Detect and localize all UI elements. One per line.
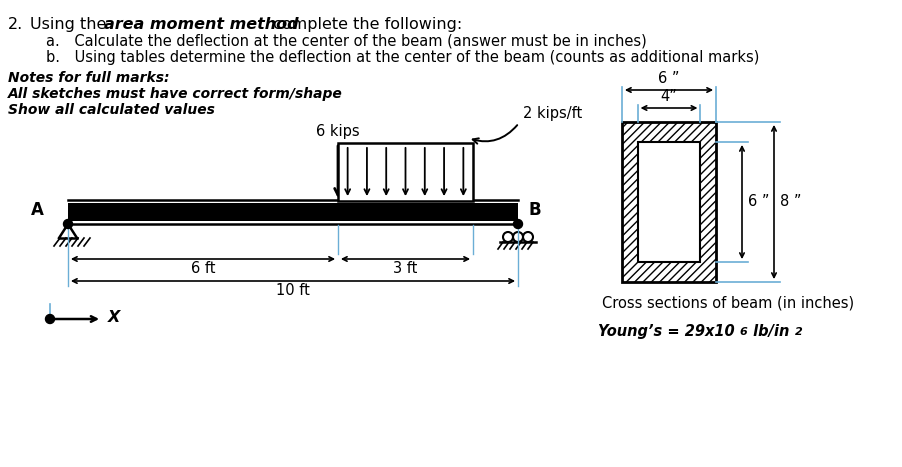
Bar <box>622 122 716 282</box>
Text: B: B <box>528 201 540 219</box>
Text: 10 ft: 10 ft <box>276 283 310 298</box>
Bar <box>68 203 518 221</box>
Text: 6 ”: 6 ” <box>658 71 680 86</box>
Text: 2: 2 <box>795 327 803 337</box>
Text: Using the: Using the <box>30 17 112 32</box>
Text: complete the following:: complete the following: <box>268 17 462 32</box>
Text: All sketches must have correct form/shape: All sketches must have correct form/shap… <box>8 87 343 101</box>
Text: 3 ft: 3 ft <box>393 261 418 276</box>
Text: 6: 6 <box>739 327 747 337</box>
Text: X: X <box>108 311 120 325</box>
Text: 6 ft: 6 ft <box>190 261 216 276</box>
Text: 4”: 4” <box>660 89 677 104</box>
Circle shape <box>513 219 522 228</box>
Text: lb/in: lb/in <box>748 324 789 339</box>
Text: 6 ”: 6 ” <box>748 194 769 210</box>
Text: b. Using tables determine the deflection at the center of the beam (counts as ad: b. Using tables determine the deflection… <box>46 50 759 65</box>
Text: Notes for full marks:: Notes for full marks: <box>8 71 170 85</box>
Text: a. Calculate the deflection at the center of the beam (answer must be in inches): a. Calculate the deflection at the cente… <box>46 34 647 49</box>
Text: 8 ”: 8 ” <box>780 194 802 210</box>
Bar <box>638 142 700 262</box>
Text: 2.: 2. <box>8 17 23 32</box>
Text: Show all calculated values: Show all calculated values <box>8 103 215 117</box>
Text: 6 kips: 6 kips <box>317 124 360 139</box>
Text: A: A <box>32 201 44 219</box>
Circle shape <box>63 219 72 228</box>
Circle shape <box>45 314 54 324</box>
Text: 2 kips/ft: 2 kips/ft <box>523 106 583 121</box>
Text: area moment method: area moment method <box>104 17 299 32</box>
Text: Young’s = 29x10: Young’s = 29x10 <box>598 324 734 339</box>
Text: Cross sections of beam (in inches): Cross sections of beam (in inches) <box>602 296 854 311</box>
Bar <box>338 143 473 201</box>
